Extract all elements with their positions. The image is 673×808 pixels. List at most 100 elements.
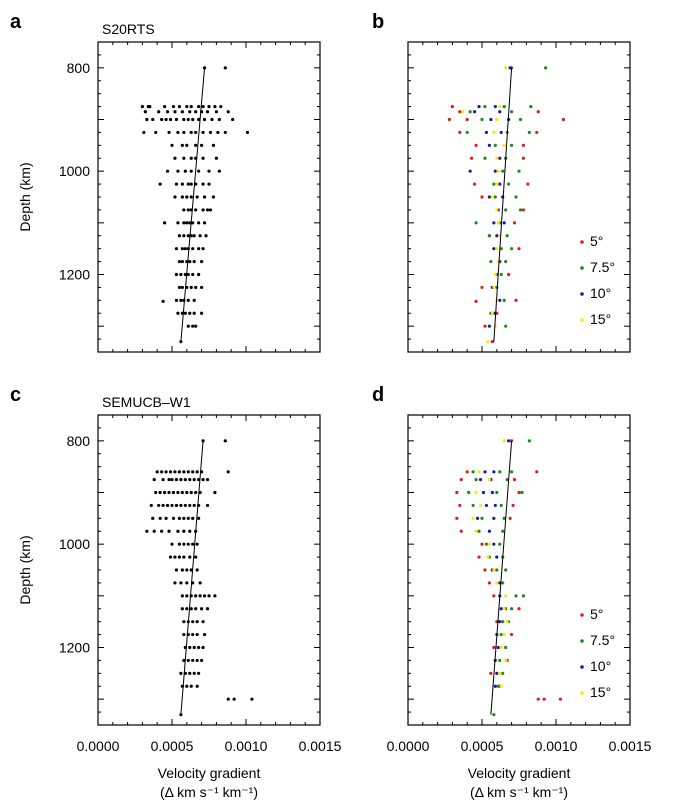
panel-d: d 0.0000 0.0005 0.0010 0.0015 Velocity gradie… [372, 384, 652, 800]
data-point [194, 594, 198, 598]
data-point [502, 516, 506, 520]
data-point [496, 684, 500, 688]
data-point [185, 684, 189, 688]
data-point [495, 182, 499, 186]
data-point [191, 247, 195, 251]
data-point [504, 259, 508, 264]
data-point [487, 542, 491, 546]
data-point [499, 632, 503, 637]
data-point [495, 555, 499, 559]
data-point [492, 247, 496, 251]
data-point [174, 503, 179, 508]
data-point [165, 503, 170, 508]
data-point [176, 169, 180, 173]
legend-label: 15° [590, 311, 611, 327]
data-point [492, 542, 496, 546]
data-point [505, 620, 509, 624]
data-point [191, 516, 195, 520]
data-point [170, 143, 174, 147]
data-point [461, 110, 465, 114]
legend-marker [580, 613, 584, 617]
data-point [180, 195, 184, 199]
data-point [194, 208, 198, 212]
data-point [486, 340, 490, 344]
data-point [504, 66, 508, 70]
data-point [535, 130, 539, 135]
data-point [508, 516, 512, 520]
data-point [498, 470, 502, 474]
data-point [142, 130, 146, 135]
data-point [174, 298, 179, 302]
data-point [521, 143, 526, 147]
y-axis-label: Depth (km) [17, 162, 33, 231]
data-point [195, 542, 199, 546]
data-point [250, 697, 254, 701]
legend-label: 10° [590, 658, 611, 674]
data-point [496, 645, 500, 650]
data-point [191, 620, 195, 624]
x-tick-label: 0.0000 [77, 738, 120, 754]
data-point [202, 117, 207, 122]
data-point [499, 503, 503, 508]
legend-marker [580, 691, 584, 695]
data-point [495, 208, 499, 212]
data-point [200, 285, 204, 290]
data-point [182, 470, 186, 474]
data-point [185, 104, 189, 109]
data-point [201, 247, 205, 251]
data-point [182, 117, 186, 122]
data-point [467, 490, 471, 495]
data-point [174, 182, 179, 186]
data-point [173, 195, 177, 199]
data-point [161, 299, 165, 303]
data-point [495, 581, 499, 585]
data-point [210, 117, 214, 122]
data-point [511, 503, 515, 508]
data-point [186, 542, 190, 546]
data-point [478, 503, 483, 508]
data-point [501, 620, 505, 624]
data-point [189, 607, 193, 611]
data-point [157, 110, 161, 114]
data-point [207, 594, 211, 598]
data-point [487, 529, 491, 533]
data-point [493, 684, 497, 688]
data-point [182, 156, 186, 160]
data-point [188, 477, 192, 482]
data-point [492, 182, 496, 186]
data-point [186, 324, 190, 328]
data-point [502, 632, 506, 637]
data-point [471, 516, 475, 520]
data-point [514, 594, 518, 598]
data-point [164, 516, 168, 520]
data-point [492, 221, 496, 225]
data-point [191, 221, 195, 225]
data-point [459, 529, 463, 533]
data-point [188, 503, 192, 508]
data-point [529, 104, 533, 109]
data-point [177, 285, 181, 290]
data-point [189, 684, 193, 688]
data-point [173, 110, 177, 114]
data-point [179, 581, 183, 585]
data-point [492, 516, 496, 520]
data-point [185, 568, 189, 572]
data-point [223, 66, 227, 70]
data-point [502, 439, 506, 443]
data-point [195, 620, 199, 624]
data-point [204, 234, 208, 238]
data-point [510, 110, 514, 114]
data-point [195, 632, 199, 637]
data-point [561, 117, 566, 122]
data-point [158, 490, 162, 495]
data-point [180, 490, 184, 495]
data-point [191, 542, 195, 546]
data-point [450, 104, 454, 109]
data-point [171, 104, 176, 109]
x-tick-label: 0.0010 [225, 738, 268, 754]
data-point [492, 470, 496, 474]
data-point [197, 272, 201, 277]
data-point [474, 529, 478, 533]
data-point [226, 470, 230, 474]
data-point [507, 272, 511, 277]
